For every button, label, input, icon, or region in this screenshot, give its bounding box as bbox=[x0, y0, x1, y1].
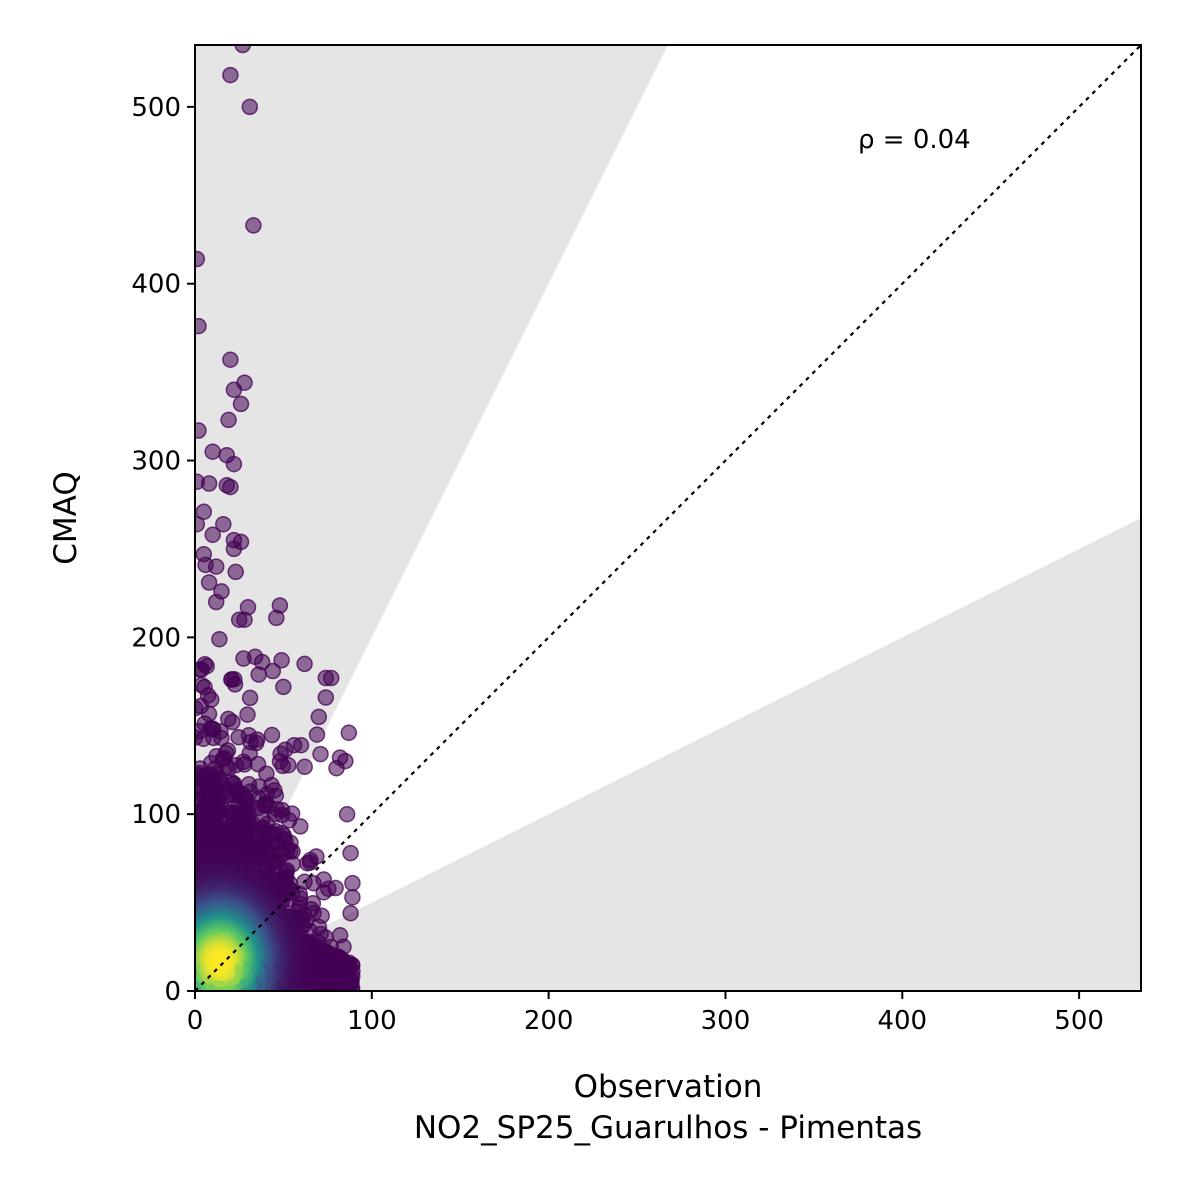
x-tick-label: 400 bbox=[877, 1006, 927, 1036]
data-point bbox=[232, 395, 250, 413]
data-point bbox=[195, 730, 212, 748]
data-point bbox=[317, 689, 335, 706]
data-point bbox=[204, 526, 221, 544]
data-point bbox=[280, 812, 298, 829]
data-point bbox=[225, 540, 243, 558]
data-point bbox=[299, 855, 316, 872]
correlation-annotation: ρ = 0.04 bbox=[858, 125, 971, 155]
scatter-points bbox=[195, 45, 361, 991]
x-axis-title: Observation bbox=[574, 1069, 763, 1105]
data-point bbox=[241, 689, 259, 707]
data-point bbox=[195, 515, 206, 533]
data-point bbox=[268, 609, 285, 627]
data-point bbox=[296, 758, 313, 776]
data-point bbox=[234, 45, 251, 54]
data-point bbox=[273, 652, 290, 669]
data-point bbox=[310, 708, 328, 726]
data-point bbox=[195, 422, 207, 439]
y-tick-label: 500 bbox=[131, 93, 181, 123]
data-point bbox=[207, 593, 225, 611]
data-point bbox=[222, 66, 239, 84]
data-point bbox=[344, 889, 361, 906]
data-point bbox=[296, 655, 313, 673]
data-point bbox=[200, 475, 218, 492]
data-point bbox=[207, 558, 225, 575]
y-tick-label: 0 bbox=[164, 977, 181, 1007]
y-axis-title: CMAQ bbox=[48, 471, 84, 564]
x-tick-label: 500 bbox=[1054, 1006, 1104, 1036]
y-tick-label: 100 bbox=[131, 800, 181, 830]
x-axis: 0 100 200 300 400 500 bbox=[187, 991, 1104, 1036]
data-point bbox=[222, 478, 239, 496]
data-point bbox=[338, 805, 356, 823]
data-point bbox=[322, 669, 340, 687]
x-axis-subtitle: NO2_SP25_Guarulhos - Pimentas bbox=[414, 1110, 922, 1146]
data-point bbox=[195, 503, 213, 521]
y-tick-label: 300 bbox=[131, 447, 181, 477]
data-point bbox=[200, 574, 218, 591]
data-point bbox=[264, 662, 282, 680]
data-point bbox=[220, 411, 237, 429]
data-point bbox=[340, 724, 358, 742]
data-point bbox=[342, 904, 359, 922]
data-point bbox=[315, 884, 332, 901]
data-point bbox=[250, 666, 267, 683]
y-axis: 0 100 200 300 400 500 bbox=[131, 93, 195, 1007]
data-point bbox=[211, 630, 228, 648]
data-point bbox=[215, 515, 232, 533]
y-tick-label: 200 bbox=[131, 623, 181, 653]
data-point bbox=[226, 676, 244, 693]
data-point bbox=[274, 757, 291, 775]
data-point bbox=[195, 250, 206, 268]
data-point bbox=[210, 952, 228, 970]
data-point bbox=[195, 317, 207, 335]
data-point bbox=[344, 874, 361, 892]
data-point bbox=[275, 678, 292, 696]
data-point bbox=[342, 844, 359, 862]
data-point bbox=[328, 759, 345, 777]
data-point bbox=[292, 736, 310, 754]
data-point bbox=[227, 563, 244, 581]
data-point bbox=[204, 443, 221, 460]
data-point bbox=[225, 455, 243, 473]
x-tick-label: 0 bbox=[187, 1006, 204, 1036]
data-point bbox=[263, 726, 281, 744]
data-point bbox=[235, 650, 252, 667]
data-point bbox=[239, 706, 256, 723]
shade-lower-wedge bbox=[195, 518, 1141, 991]
y-tick-label: 400 bbox=[131, 270, 181, 300]
data-point bbox=[241, 98, 259, 116]
x-tick-label: 300 bbox=[701, 1006, 751, 1036]
x-tick-label: 200 bbox=[524, 1006, 574, 1036]
data-point bbox=[195, 661, 210, 678]
data-point bbox=[245, 217, 262, 234]
data-point bbox=[225, 381, 243, 399]
data-point bbox=[224, 713, 241, 731]
x-tick-label: 100 bbox=[347, 1006, 397, 1036]
data-point bbox=[222, 351, 239, 368]
data-point bbox=[236, 611, 253, 628]
data-point bbox=[312, 745, 329, 763]
data-point bbox=[308, 726, 326, 743]
